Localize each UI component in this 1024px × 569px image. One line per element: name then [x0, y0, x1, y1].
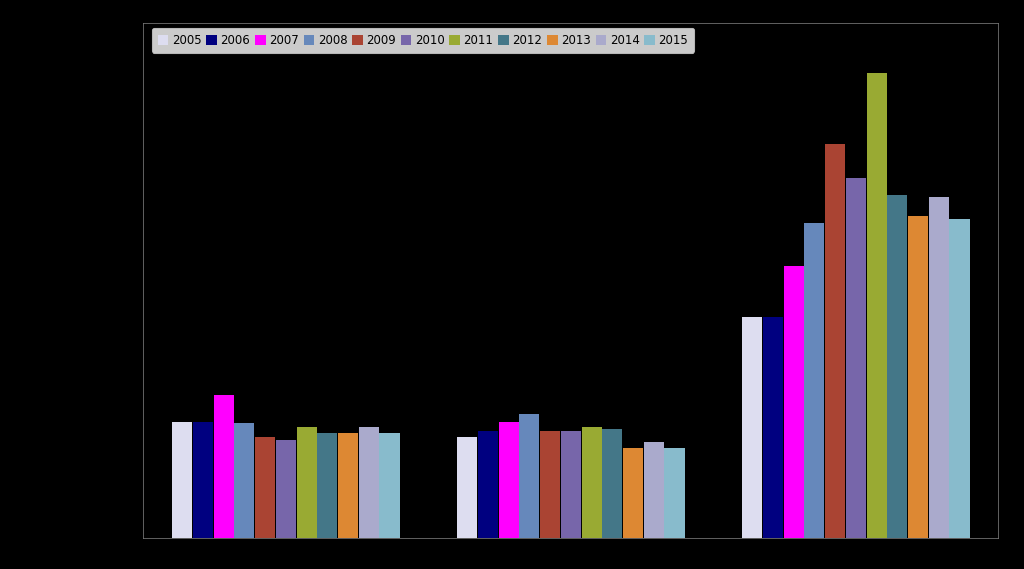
Bar: [457, 436, 477, 538]
Bar: [561, 431, 581, 538]
Bar: [763, 317, 783, 538]
Bar: [540, 431, 560, 538]
Bar: [846, 178, 866, 538]
Bar: [193, 422, 213, 538]
Bar: [499, 422, 519, 538]
Bar: [297, 427, 316, 538]
Bar: [255, 436, 275, 538]
Bar: [234, 423, 254, 538]
Legend: 2005, 2006, 2007, 2008, 2009, 2010, 2011, 2012, 2013, 2014, 2015: 2005, 2006, 2007, 2008, 2009, 2010, 2011…: [152, 28, 694, 53]
Bar: [866, 73, 887, 538]
Bar: [888, 195, 907, 538]
Bar: [380, 433, 399, 538]
Bar: [742, 317, 762, 538]
Bar: [644, 442, 664, 538]
Bar: [602, 429, 623, 538]
Bar: [172, 422, 193, 538]
Bar: [665, 448, 685, 538]
Bar: [825, 145, 845, 538]
Bar: [623, 448, 643, 538]
Bar: [929, 197, 949, 538]
Bar: [338, 433, 358, 538]
Bar: [478, 431, 498, 538]
Bar: [908, 216, 928, 538]
Bar: [358, 427, 379, 538]
Bar: [317, 433, 337, 538]
Bar: [949, 220, 970, 538]
Bar: [214, 395, 233, 538]
Bar: [582, 427, 602, 538]
Bar: [519, 414, 540, 538]
Bar: [805, 223, 824, 538]
Bar: [275, 440, 296, 538]
Bar: [783, 266, 804, 538]
